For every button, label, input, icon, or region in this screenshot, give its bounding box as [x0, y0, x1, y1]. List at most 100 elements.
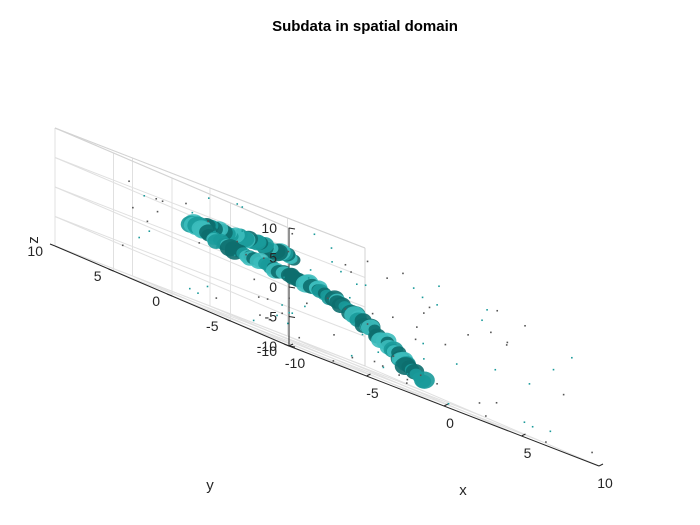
- speck-point: [506, 341, 509, 344]
- speck-point: [330, 247, 333, 249]
- chart-title: Subdata in spatial domain: [272, 18, 458, 35]
- speck-point: [406, 373, 409, 375]
- speck-point: [361, 333, 364, 336]
- speck-point: [121, 244, 124, 247]
- speck-point: [494, 368, 497, 371]
- speck-point: [373, 360, 376, 363]
- speck-point: [356, 283, 358, 286]
- speck-point: [266, 298, 269, 300]
- speck-point: [416, 326, 418, 328]
- speck-point: [402, 272, 404, 275]
- speck-point: [438, 285, 440, 288]
- speck-point: [422, 342, 424, 345]
- z-tick-label: 0: [269, 279, 277, 295]
- x-tick-label: 0: [446, 415, 454, 431]
- speck-point: [382, 366, 385, 369]
- speck-point: [331, 261, 333, 263]
- x-tick: [598, 463, 604, 467]
- speck-point: [233, 254, 236, 257]
- speck-point: [485, 415, 487, 417]
- grid-line: [54, 216, 366, 337]
- speck-point: [214, 230, 216, 233]
- speck-point: [197, 292, 199, 294]
- speck-point: [128, 180, 130, 183]
- speck-point: [350, 271, 352, 273]
- grid-line: [113, 270, 424, 392]
- speck-point: [386, 277, 388, 279]
- speck-point: [528, 383, 531, 385]
- speck-point: [288, 311, 290, 314]
- speck-point: [207, 220, 209, 223]
- speck-point: [281, 312, 283, 315]
- speck-point: [268, 318, 271, 321]
- speck-point: [288, 297, 290, 300]
- speck-point: [371, 312, 374, 315]
- speck-point: [552, 368, 555, 371]
- speck-point: [332, 360, 335, 362]
- box-edge: [54, 127, 290, 229]
- speck-point: [156, 210, 159, 213]
- speck-point: [486, 309, 488, 311]
- speck-point: [212, 231, 215, 233]
- speck-point: [377, 351, 380, 354]
- scattered-points: [121, 180, 593, 454]
- speck-point: [421, 296, 424, 299]
- y-tick-label: 5: [94, 268, 102, 284]
- speck-point: [252, 319, 255, 322]
- x-tick-label: 10: [597, 475, 613, 491]
- y-tick-label: -10: [257, 343, 277, 359]
- speck-point: [344, 263, 347, 266]
- speck-point: [364, 284, 367, 287]
- speck-point: [349, 296, 351, 299]
- surface-blob: [414, 371, 435, 389]
- isosurface: [180, 214, 435, 389]
- y-tick: [49, 243, 56, 247]
- x-axis-label: x: [459, 482, 467, 499]
- grid-line: [54, 216, 290, 317]
- speck-point: [351, 356, 354, 359]
- speck-point: [236, 240, 239, 243]
- speck-point: [291, 312, 294, 314]
- speck-point: [287, 250, 290, 253]
- speck-point: [298, 336, 301, 339]
- speck-point: [304, 305, 306, 308]
- y-tick: [108, 268, 114, 272]
- speck-point: [259, 314, 261, 316]
- grid-line: [230, 320, 541, 442]
- speck-point: [257, 296, 260, 298]
- speck-point: [455, 363, 458, 365]
- speck-point: [591, 451, 593, 454]
- speck-point: [398, 374, 400, 376]
- speck-point: [428, 306, 431, 309]
- speck-point: [545, 441, 547, 443]
- speck-point: [490, 331, 492, 334]
- z-tick: [288, 286, 296, 289]
- speck-point: [392, 316, 394, 319]
- speck-point: [188, 287, 191, 290]
- speck-point: [523, 421, 526, 424]
- grid-line: [54, 157, 366, 278]
- speck-point: [571, 356, 573, 359]
- z-axis-label: z: [25, 236, 42, 244]
- y-tick: [225, 318, 231, 322]
- speck-point: [478, 402, 481, 404]
- speck-point: [307, 277, 310, 279]
- x-tick: [521, 433, 526, 437]
- y-tick-label: 0: [152, 293, 160, 309]
- z-tick: [288, 316, 296, 318]
- speck-point: [423, 312, 425, 314]
- speck-point: [155, 197, 158, 200]
- speck-point: [326, 297, 329, 300]
- y-tick-label: 10: [27, 243, 43, 259]
- tick-labels: -10 -5 0 5 10 -10 -5 0 5 10 -10 -5 0 5 10: [27, 220, 613, 491]
- axes: [49, 227, 604, 467]
- speck-point: [412, 287, 415, 289]
- speck-point: [216, 246, 218, 248]
- z-tick: [288, 227, 296, 230]
- x-tick-label: 5: [524, 445, 532, 461]
- speck-point: [143, 195, 146, 197]
- speck-point: [271, 255, 273, 257]
- speck-point: [531, 425, 534, 428]
- speck-point: [283, 276, 285, 279]
- grid-line: [171, 295, 483, 417]
